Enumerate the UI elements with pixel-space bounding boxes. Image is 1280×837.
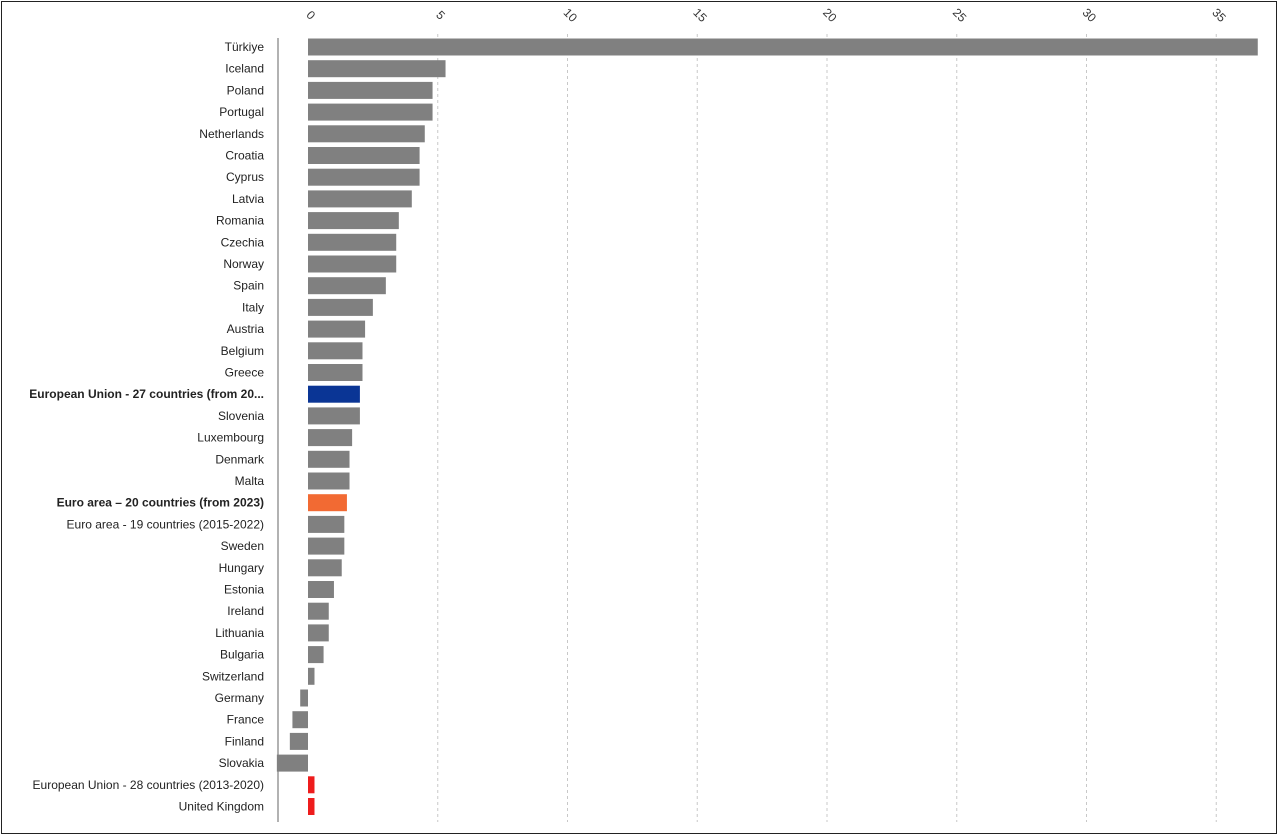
category-label-32: Finland	[225, 734, 264, 748]
bar-34	[308, 776, 315, 794]
x-tick-label-20: 20	[820, 5, 840, 25]
bar-7	[308, 190, 412, 208]
bar-8	[308, 212, 399, 230]
bar-30	[300, 689, 308, 707]
category-label-5: Croatia	[225, 149, 264, 163]
category-label-21: Euro area – 20 countries (from 2023)	[57, 496, 264, 510]
category-label-30: Germany	[215, 691, 264, 705]
category-label-19: Denmark	[215, 452, 265, 466]
category-label-8: Romania	[216, 214, 264, 228]
category-label-15: Greece	[225, 366, 265, 380]
bar-26	[308, 602, 329, 620]
bar-9	[308, 233, 397, 251]
bar-15	[308, 364, 363, 381]
x-tick-label-35: 35	[1209, 5, 1229, 25]
bar-2	[308, 81, 433, 99]
bar-21	[308, 494, 347, 512]
category-label-0: Türkiye	[225, 40, 265, 54]
category-label-24: Hungary	[219, 561, 264, 575]
bar-20	[308, 472, 350, 490]
category-label-27: Lithuania	[215, 626, 264, 640]
bar-35	[308, 798, 315, 815]
category-label-4: Netherlands	[199, 127, 264, 141]
category-label-2: Poland	[227, 83, 264, 97]
category-label-20: Malta	[235, 474, 265, 488]
category-label-14: Belgium	[221, 344, 264, 358]
bar-3	[308, 103, 433, 121]
category-label-7: Latvia	[232, 192, 264, 206]
bar-24	[308, 559, 342, 577]
bar-17	[308, 407, 360, 425]
category-label-25: Estonia	[224, 583, 264, 597]
bar-0	[308, 38, 1258, 56]
x-tick-label-25: 25	[950, 5, 970, 25]
x-tick-label-5: 5	[433, 8, 448, 23]
x-tick-label-10: 10	[561, 5, 581, 25]
bar-18	[308, 429, 353, 447]
bar-4	[308, 125, 425, 143]
bar-31	[292, 711, 308, 729]
category-label-29: Switzerland	[202, 669, 264, 683]
category-label-9: Czechia	[221, 235, 265, 249]
bar-14	[308, 342, 363, 360]
category-label-1: Iceland	[225, 62, 264, 76]
category-label-33: Slovakia	[219, 756, 265, 770]
category-label-31: France	[227, 713, 265, 727]
x-tick-label-15: 15	[690, 5, 710, 25]
bar-10	[308, 255, 397, 273]
category-label-35: United Kingdom	[179, 800, 264, 814]
category-label-22: Euro area - 19 countries (2015-2022)	[67, 517, 264, 531]
bar-16	[308, 385, 360, 403]
category-label-23: Sweden	[221, 539, 264, 553]
bar-19	[308, 450, 350, 468]
x-tick-label-30: 30	[1080, 5, 1100, 25]
category-label-12: Italy	[242, 300, 264, 314]
category-label-3: Portugal	[219, 105, 264, 119]
category-label-18: Luxembourg	[197, 431, 264, 445]
category-label-13: Austria	[227, 322, 265, 336]
bar-12	[308, 298, 373, 316]
bar-22	[308, 515, 345, 533]
bar-27	[308, 624, 329, 642]
bar-11	[308, 277, 386, 295]
bar-23	[308, 537, 345, 555]
category-label-17: Slovenia	[218, 409, 264, 423]
bar-32	[289, 732, 308, 750]
bar-5	[308, 147, 420, 164]
bar-28	[308, 646, 324, 664]
x-tick-label-0: 0	[304, 8, 319, 23]
category-label-26: Ireland	[227, 604, 264, 618]
category-label-34: European Union - 28 countries (2013-2020…	[33, 778, 264, 792]
category-label-16: European Union - 27 countries (from 20..…	[29, 387, 264, 401]
category-label-28: Bulgaria	[220, 648, 264, 662]
category-label-10: Norway	[223, 257, 264, 271]
bar-6	[308, 168, 420, 186]
bar-1	[308, 60, 446, 78]
category-label-11: Spain	[233, 279, 264, 293]
bar-29	[308, 667, 315, 685]
bar-13	[308, 320, 366, 338]
category-label-6: Cyprus	[226, 170, 264, 184]
bar-25	[308, 581, 334, 598]
bar-33	[276, 754, 308, 772]
